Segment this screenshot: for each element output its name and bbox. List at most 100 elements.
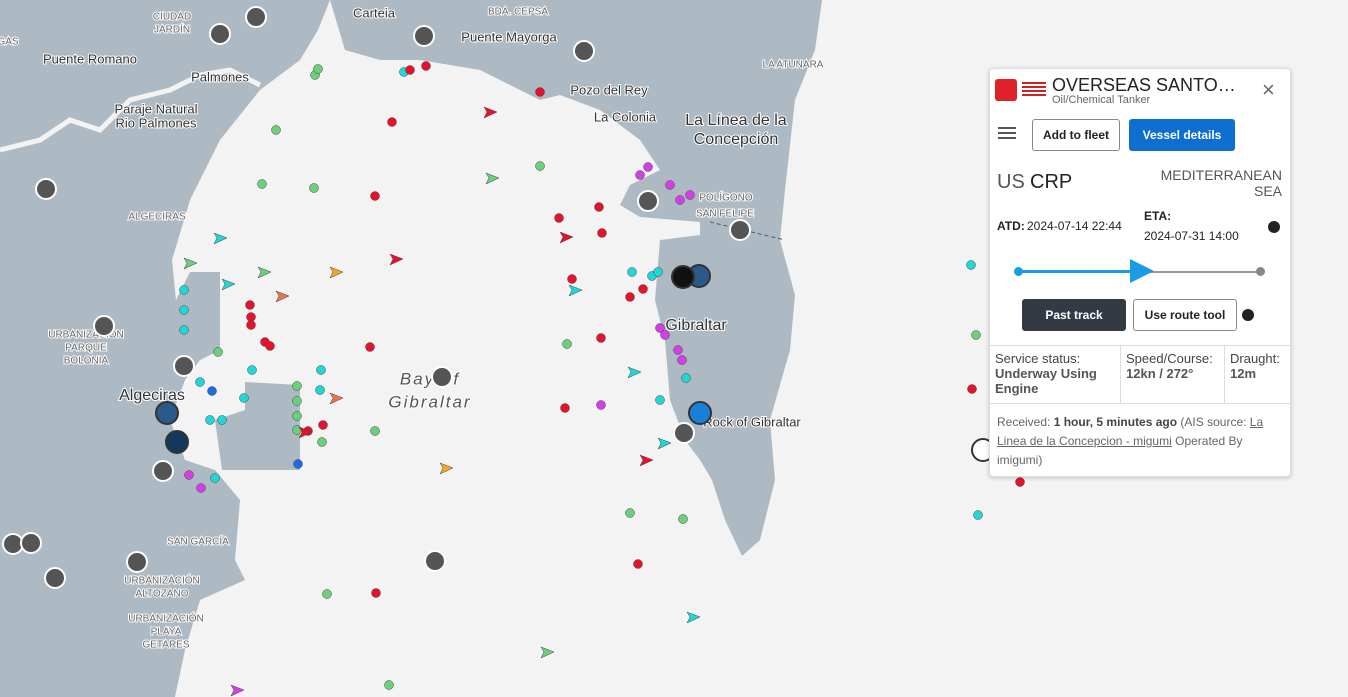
vessel-dot	[1015, 477, 1025, 487]
vessel-dot	[567, 274, 577, 284]
info-icon[interactable]	[1242, 309, 1254, 321]
poi-icon	[126, 551, 148, 573]
land-west	[0, 0, 330, 697]
map-label: Gibraltar	[665, 317, 727, 334]
vessel-dot	[292, 425, 302, 435]
vessel-arrow	[257, 266, 272, 279]
poi-icon	[165, 430, 189, 454]
destination-code: CRP	[1030, 171, 1073, 193]
map-label: PARQUE	[65, 343, 107, 354]
divider	[990, 345, 1290, 346]
route-button[interactable]: Use route tool	[1133, 299, 1237, 331]
poi-icon	[431, 366, 453, 388]
vessel-arrow	[559, 231, 574, 244]
vessel-dot	[535, 87, 545, 97]
vessel-dot	[247, 365, 257, 375]
poi-icon	[413, 25, 435, 47]
vessel-arrow	[1130, 259, 1154, 283]
map-label: La Línea de la	[685, 112, 787, 129]
poi-icon	[155, 401, 179, 425]
add-fleet-button[interactable]: Add to fleet	[1032, 119, 1120, 151]
map-label: Rio Palmones	[116, 115, 197, 130]
vessel-dot	[371, 588, 381, 598]
poi-icon	[2, 533, 24, 555]
received-label: Received:	[997, 415, 1051, 429]
vessel-dot	[257, 179, 267, 189]
map-label: Carteia	[353, 5, 396, 20]
vessel-dot	[596, 333, 606, 343]
vessel-dot	[387, 117, 397, 127]
map-label: SAN FELIPE	[696, 209, 754, 220]
map-label: ALTOZANO	[136, 589, 189, 600]
poi-icon	[44, 567, 66, 589]
past-track-button[interactable]: Past track	[1022, 299, 1126, 331]
vessel-dot	[675, 195, 685, 205]
speed-cell: Speed/Course: 12kn / 272°	[1121, 345, 1225, 403]
land-pier	[215, 382, 300, 470]
eta: 2024-07-31 14:00	[1144, 229, 1239, 243]
source-link[interactable]: La Linea de la Concepcion - migumi	[997, 415, 1264, 448]
vessel-arrow	[568, 284, 583, 297]
menu[interactable]	[998, 127, 1016, 129]
vessel-dot	[365, 342, 375, 352]
river	[0, 67, 262, 153]
poi-icon	[573, 40, 595, 62]
poi-icon	[245, 6, 267, 28]
vessel-dot	[184, 470, 194, 480]
vessel-arrow	[540, 646, 555, 659]
vessel-dot	[370, 426, 380, 436]
vessel-arrow	[439, 462, 454, 475]
vessel-dot	[685, 190, 695, 200]
vessel-arrow	[483, 106, 498, 119]
vessel-arrow	[329, 392, 344, 405]
vessel-dot	[217, 415, 227, 425]
map-label: PLAYA	[151, 627, 182, 638]
map-label: Puente Mayorga	[461, 29, 557, 44]
status-cell: Service status: Underway Using Engine	[990, 345, 1121, 403]
vessel-dot	[655, 395, 665, 405]
map-label: GAS	[0, 37, 19, 48]
vessel-dot	[625, 292, 635, 302]
vessel-dot	[421, 61, 431, 71]
speed-label: Speed/Course:	[1126, 351, 1213, 366]
divider	[990, 403, 1290, 404]
vessel-dot	[246, 312, 256, 322]
destination-dot	[1256, 267, 1265, 276]
vessel-dot	[596, 400, 606, 410]
vessel-arrow	[298, 426, 313, 439]
vessel-dot	[179, 325, 189, 335]
vessel-dot	[633, 559, 643, 569]
map-label: Palmones	[191, 69, 249, 84]
vessel-dot	[638, 284, 648, 294]
poi-icon	[671, 265, 695, 289]
map-label: CIUDAD	[153, 12, 191, 23]
vessel-dot	[239, 393, 249, 403]
source-prefix: (AIS source:	[1180, 415, 1247, 429]
poi-icon	[173, 355, 195, 377]
vessel-dot	[678, 514, 688, 524]
vessel-dot	[292, 396, 302, 406]
draught-value: 12m	[1230, 366, 1257, 381]
vessel-dot	[196, 483, 206, 493]
eta-label: ETA:	[1144, 209, 1172, 223]
vessel-dot	[246, 320, 256, 330]
map-label: Concepción	[694, 131, 779, 148]
info-icon[interactable]	[1268, 221, 1280, 233]
vessel-dot	[971, 330, 981, 340]
vessel-dot	[973, 510, 983, 520]
map-label: Rock of Gibraltar	[703, 414, 801, 429]
vessel-dot	[384, 680, 394, 690]
received-suffix: Operated By imigumi)	[997, 434, 1243, 467]
vessel-dot	[210, 473, 220, 483]
poi-icon	[152, 460, 174, 482]
vessel-panel: OVERSEAS SANTO… Oil/Chemical Tanker × Ad…	[989, 68, 1291, 477]
map-label: URBANIZACIÓN	[128, 612, 204, 625]
vessel-dot	[673, 345, 683, 355]
vessel-dot	[265, 341, 275, 351]
close[interactable]: ×	[1262, 77, 1275, 102]
map-label: BOLONIA	[64, 356, 109, 367]
vessel-arrow	[686, 611, 701, 624]
details-button[interactable]: Vessel details	[1129, 119, 1235, 151]
progress	[1020, 270, 1150, 273]
